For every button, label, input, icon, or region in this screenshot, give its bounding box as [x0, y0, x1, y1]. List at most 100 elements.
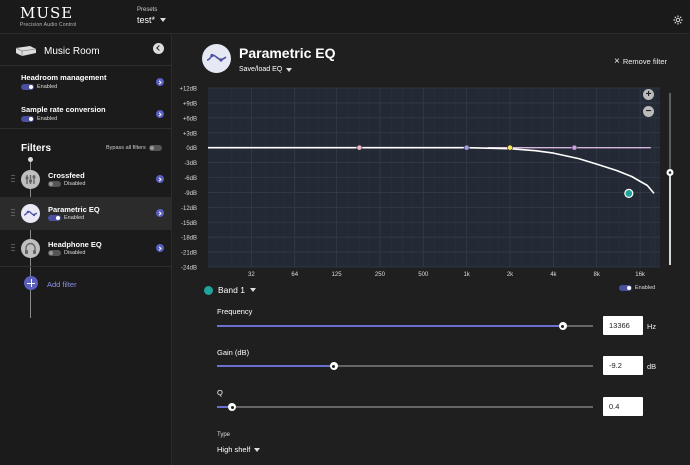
- divider: [0, 128, 172, 129]
- chevron-right-icon[interactable]: [156, 209, 164, 217]
- remove-filter-button[interactable]: × Remove filter: [614, 56, 667, 66]
- filter-item-crossfeed[interactable]: Crossfeed Disabled: [0, 163, 171, 196]
- presets-label: Presets: [137, 7, 158, 13]
- crossfeed-toggle[interactable]: [48, 181, 61, 187]
- gear-icon[interactable]: [673, 15, 683, 25]
- top-bar: MUSE Precision Audio Control Presets tes…: [0, 0, 690, 34]
- divider: [0, 65, 172, 66]
- divider: [0, 266, 172, 267]
- y-tick-label: 0dB: [186, 146, 197, 152]
- presets-selector[interactable]: Presets test*: [137, 7, 167, 25]
- bypass-all-filters[interactable]: Bypass all filters: [106, 145, 162, 151]
- y-tick-label: +9dB: [183, 101, 197, 107]
- zoom-out-button[interactable]: −: [643, 106, 654, 117]
- drag-handle-icon[interactable]: [11, 208, 15, 217]
- frequency-slider-fill: [217, 325, 563, 327]
- filters-heading: Filters: [21, 143, 52, 154]
- bypass-label: Bypass all filters: [106, 145, 146, 151]
- room-name: Music Room: [44, 45, 100, 57]
- eq-response-chart[interactable]: +12dB +9dB +6dB +3dB 0dB -3dB -6dB -9dB -12dB -15…: [173, 85, 690, 285]
- gain-input[interactable]: -9.2: [603, 356, 643, 375]
- band-selector[interactable]: Band 1: [204, 285, 256, 295]
- sample-rate-chevron-right-icon[interactable]: [156, 110, 164, 118]
- q-slider-fill: [217, 406, 233, 408]
- q-label: Q: [217, 388, 223, 397]
- q-slider[interactable]: [217, 403, 593, 411]
- add-filter-link[interactable]: Add filter: [47, 280, 77, 289]
- y-tick-label: -24dB: [181, 266, 197, 272]
- x-tick-label: 4k: [550, 272, 557, 278]
- x-tick-label: 16k: [635, 272, 646, 278]
- filter-type-dropdown[interactable]: High shelf: [217, 445, 261, 454]
- gain-slider[interactable]: [217, 362, 593, 370]
- type-label: Type: [217, 432, 231, 438]
- parametric-eq-icon: [202, 44, 231, 73]
- sidebar: Music Room Headroom management Enabled S…: [0, 35, 172, 465]
- x-tick-label: 1k: [463, 272, 470, 278]
- band-point[interactable]: [463, 144, 470, 151]
- presets-dropdown[interactable]: test*: [137, 15, 167, 25]
- filter-name: Crossfeed: [48, 171, 85, 180]
- q-input[interactable]: 0.4: [603, 397, 643, 416]
- zoom-in-button[interactable]: +: [643, 89, 654, 100]
- dac-device-icon: [15, 46, 37, 56]
- filter-status: Disabled: [64, 181, 86, 187]
- sample-rate-toggle[interactable]: [21, 116, 34, 122]
- band-point[interactable]: [624, 188, 634, 199]
- setting-status: Enabled: [37, 84, 58, 90]
- setting-sample-rate[interactable]: Sample rate conversion Enabled: [21, 105, 166, 122]
- chevron-right-icon[interactable]: [156, 175, 164, 183]
- y-tick-label: -6dB: [184, 176, 197, 182]
- frequency-slider[interactable]: [217, 322, 593, 330]
- crossfeed-icon: [21, 170, 40, 189]
- gain-vertical-slider-thumb-center: [668, 171, 672, 174]
- band-name: Band 1: [218, 285, 245, 295]
- bypass-toggle[interactable]: [148, 145, 162, 151]
- collapse-sidebar-button[interactable]: [153, 43, 164, 54]
- filter-item-parametric-eq[interactable]: Parametric EQ Enabled: [0, 197, 171, 230]
- gain-label: Gain (dB): [217, 348, 250, 357]
- parametric-eq-toggle[interactable]: [48, 215, 61, 221]
- frequency-slider-thumb[interactable]: [558, 322, 567, 330]
- setting-title: Sample rate conversion: [21, 105, 106, 114]
- app-logo: MUSE Precision Audio Control: [20, 5, 77, 28]
- band-enabled-toggle[interactable]: [619, 285, 632, 291]
- presets-value: test*: [137, 15, 156, 25]
- q-slider-thumb[interactable]: [228, 403, 237, 411]
- setting-status: Enabled: [37, 116, 58, 122]
- gain-slider-thumb[interactable]: [329, 362, 338, 370]
- y-tick-label: +12dB: [179, 87, 197, 93]
- filter-name: Parametric EQ: [48, 205, 100, 214]
- band-point[interactable]: [507, 144, 513, 151]
- headroom-chevron-right-icon[interactable]: [156, 78, 164, 86]
- filter-status: Disabled: [64, 250, 86, 256]
- main-panel: Parametric EQ Save/load EQ × Remove filt…: [173, 35, 690, 465]
- frequency-input[interactable]: 13366: [603, 316, 643, 335]
- chevron-down-icon: [254, 447, 261, 452]
- drag-handle-icon[interactable]: [11, 243, 15, 252]
- filter-chain-start-dot: [28, 157, 33, 162]
- band-point[interactable]: [571, 144, 578, 151]
- chevron-down-icon: [249, 288, 256, 292]
- page-title: Parametric EQ: [239, 45, 336, 61]
- headroom-toggle[interactable]: [21, 84, 34, 90]
- chevron-right-icon[interactable]: [156, 244, 164, 252]
- filter-item-headphone-eq[interactable]: Headphone EQ Disabled: [0, 232, 171, 265]
- add-filter-icon[interactable]: [24, 276, 38, 290]
- filter-type-value: High shelf: [217, 445, 251, 454]
- x-tick-label: 32: [248, 272, 255, 278]
- y-tick-label: -9dB: [184, 191, 197, 197]
- drag-handle-icon[interactable]: [11, 174, 15, 183]
- headphone-eq-toggle[interactable]: [48, 250, 61, 256]
- save-load-eq-dropdown[interactable]: Save/load EQ: [239, 66, 293, 73]
- save-load-label: Save/load EQ: [239, 66, 283, 73]
- x-tick-label: 64: [291, 272, 298, 278]
- band-point[interactable]: [356, 144, 363, 151]
- filter-name: Headphone EQ: [48, 240, 102, 249]
- band-enabled-label: Enabled: [635, 285, 656, 291]
- band-enabled[interactable]: Enabled: [619, 285, 655, 291]
- filter-status: Enabled: [64, 215, 85, 221]
- chevron-down-icon: [160, 18, 167, 22]
- y-tick-label: -15dB: [181, 221, 197, 227]
- setting-headroom[interactable]: Headroom management Enabled: [21, 73, 166, 90]
